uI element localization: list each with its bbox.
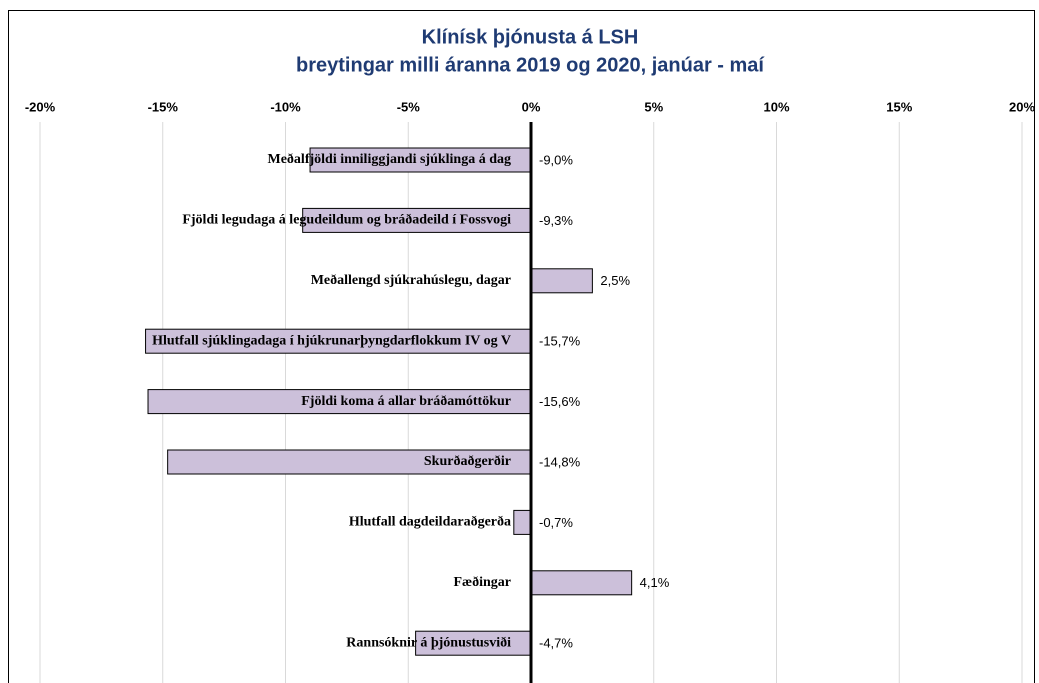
value-label: -15,6% — [539, 394, 581, 409]
bar — [530, 570, 633, 596]
value-label: -9,3% — [539, 213, 573, 228]
category-label: Meðalfjöldi inniliggjandi sjúklinga á da… — [268, 151, 512, 167]
category-label: Fæðingar — [453, 574, 511, 590]
category-label: Rannsóknir á þjónustusviði — [346, 634, 511, 650]
bar — [513, 509, 532, 535]
value-label: -9,0% — [539, 152, 573, 167]
x-tick-label: 20% — [1009, 99, 1035, 114]
category-label: Hlutfall dagdeildaraðgerða — [349, 514, 511, 530]
x-tick-label: 10% — [763, 99, 789, 114]
category-label: Meðallengd sjúkrahúslegu, dagar — [311, 272, 511, 288]
bar — [147, 389, 532, 415]
value-label: -14,8% — [539, 454, 581, 469]
category-label: Hlutfall sjúklingadaga í hjúkrunarþyngda… — [152, 333, 511, 348]
chart-subtitle: breytingar milli áranna 2019 og 2020, ja… — [296, 54, 765, 76]
x-tick-label: 5% — [644, 99, 663, 114]
bar — [415, 630, 532, 656]
value-label: -15,7% — [539, 334, 581, 349]
category-label: Fjöldi legudaga á legudeildum og bráðade… — [182, 212, 511, 228]
category-label: Skurðaðgerðir — [424, 453, 511, 469]
value-label: -4,7% — [539, 636, 573, 651]
x-tick-label: -5% — [397, 99, 421, 114]
x-tick-label: 0% — [522, 99, 541, 114]
x-tick-label: 15% — [886, 99, 912, 114]
x-tick-label: -10% — [270, 99, 301, 114]
bar — [167, 449, 532, 475]
bar — [302, 207, 532, 233]
category-label: Fjöldi koma á allar bráðamóttökur — [301, 393, 511, 409]
value-label: 2,5% — [600, 273, 630, 288]
bar — [530, 268, 593, 294]
x-tick-label: -15% — [148, 99, 179, 114]
value-label: -0,7% — [539, 515, 573, 530]
chart-title: Klínísk þjónusta á LSH — [422, 26, 639, 48]
bar — [145, 328, 532, 354]
value-label: 4,1% — [640, 575, 670, 590]
x-tick-label: -20% — [25, 99, 56, 114]
